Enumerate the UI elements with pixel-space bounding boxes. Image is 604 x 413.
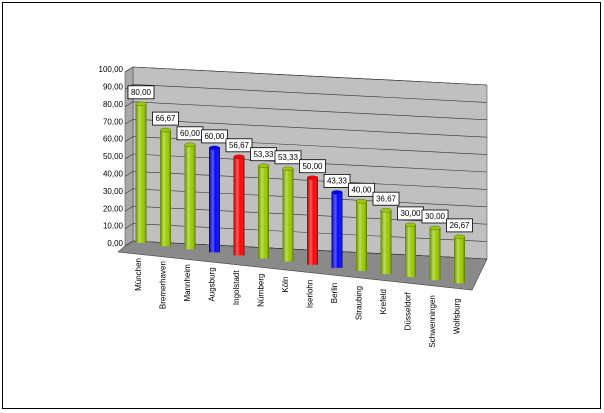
x-tick-label: Nürnberg: [257, 274, 266, 307]
bar-shade: [454, 236, 465, 284]
grid-line: [132, 118, 488, 138]
bar-top: [306, 175, 319, 180]
y-tick-label: 20,00: [103, 204, 124, 213]
grid-line: [132, 101, 488, 121]
value-label: 43,33: [327, 177, 348, 186]
side-grid-line: [124, 205, 134, 212]
bar-shade: [282, 168, 294, 262]
value-label-box: [323, 174, 351, 188]
x-tick-label: Berlin: [330, 283, 339, 303]
bar-top: [159, 127, 172, 133]
x-tick-label: Krefeld: [379, 289, 388, 314]
bar-top: [184, 142, 196, 147]
y-tick-label: 80,00: [103, 100, 124, 109]
side-grid-line: [124, 153, 134, 160]
y-tick-label: 0,00: [107, 239, 123, 248]
side-grid-line: [124, 101, 134, 108]
bar-top: [257, 163, 270, 168]
value-label-box: [201, 129, 228, 144]
x-tick-label: München: [134, 258, 143, 291]
y-tick-label: 40,00: [103, 170, 124, 179]
bar-top: [331, 190, 343, 195]
value-label-box: [274, 150, 302, 165]
value-label: 36,67: [376, 194, 397, 203]
bar-top: [453, 234, 466, 240]
x-tick-label: Düsseldorf: [404, 291, 413, 330]
y-tick-label: 90,00: [103, 83, 124, 92]
bar-shade: [160, 130, 171, 247]
bar-shade: [209, 147, 220, 253]
side-grid-line: [124, 66, 134, 73]
y-tick-label: 70,00: [103, 117, 124, 126]
bar-shade: [307, 177, 318, 265]
value-label-box: [421, 209, 449, 224]
value-label: 40,00: [351, 185, 372, 194]
y-tick-label: 30,00: [103, 187, 124, 196]
x-tick-label: Ingolstadt: [232, 270, 241, 305]
value-label: 60,00: [204, 132, 225, 141]
side-grid-line: [124, 171, 134, 177]
x-tick-label: Augsburg: [208, 267, 217, 301]
value-label: 53,33: [253, 150, 274, 159]
bar-top: [355, 199, 368, 204]
bar-top: [135, 101, 147, 106]
bar-shade: [429, 228, 441, 281]
bar-shade: [331, 192, 343, 268]
bar-shade: [135, 103, 147, 243]
bar-top: [282, 166, 294, 171]
value-label: 53,33: [278, 153, 299, 162]
bar-top: [233, 154, 245, 159]
side-grid-line: [124, 118, 134, 125]
y-tick-label: 10,00: [103, 222, 124, 231]
bar-shade: [233, 156, 245, 256]
bar-top: [380, 208, 392, 213]
value-label: 30,00: [400, 209, 421, 218]
x-tick-label: Schwenningen: [428, 295, 437, 347]
side-grid-line: [124, 136, 134, 142]
value-label: 60,00: [180, 129, 201, 138]
x-tick-label: Iserlohn: [306, 280, 315, 308]
side-grid-line: [124, 188, 134, 195]
side-grid-line: [124, 223, 134, 229]
y-tick-label: 50,00: [103, 152, 124, 161]
bar-shade: [405, 224, 416, 278]
bar-top: [208, 145, 221, 151]
grid-line: [132, 84, 488, 103]
bar-shade: [380, 210, 392, 274]
value-label: 56,67: [229, 141, 250, 150]
value-label-box: [225, 138, 253, 153]
value-label: 80,00: [131, 88, 152, 97]
x-tick-label: Köln: [281, 277, 290, 293]
bar-shade: [356, 201, 367, 271]
x-tick-label: Straubing: [355, 286, 364, 320]
value-label: 50,00: [302, 162, 323, 171]
bar-top: [429, 225, 441, 231]
bar-top: [404, 222, 417, 228]
value-label-box: [372, 191, 400, 206]
value-label-box: [127, 85, 155, 100]
x-tick-label: Bremerhaven: [159, 261, 168, 309]
bar-shade: [184, 144, 196, 250]
x-tick-label: Wolfsburg: [453, 298, 462, 334]
side-grid-line: [124, 240, 134, 247]
y-tick-label: 100,00: [99, 65, 124, 74]
x-tick-label: Mannheim: [183, 264, 192, 302]
value-label-box: [152, 111, 179, 126]
value-label: 26,67: [449, 221, 470, 230]
value-label: 66,67: [155, 114, 176, 123]
value-label-box: [299, 159, 326, 174]
value-label-box: [348, 182, 375, 197]
y-tick-label: 60,00: [103, 135, 124, 144]
value-label: 30,00: [425, 212, 446, 221]
value-label-box: [446, 218, 473, 233]
grid-line: [132, 66, 488, 86]
bar-shade: [258, 165, 269, 259]
